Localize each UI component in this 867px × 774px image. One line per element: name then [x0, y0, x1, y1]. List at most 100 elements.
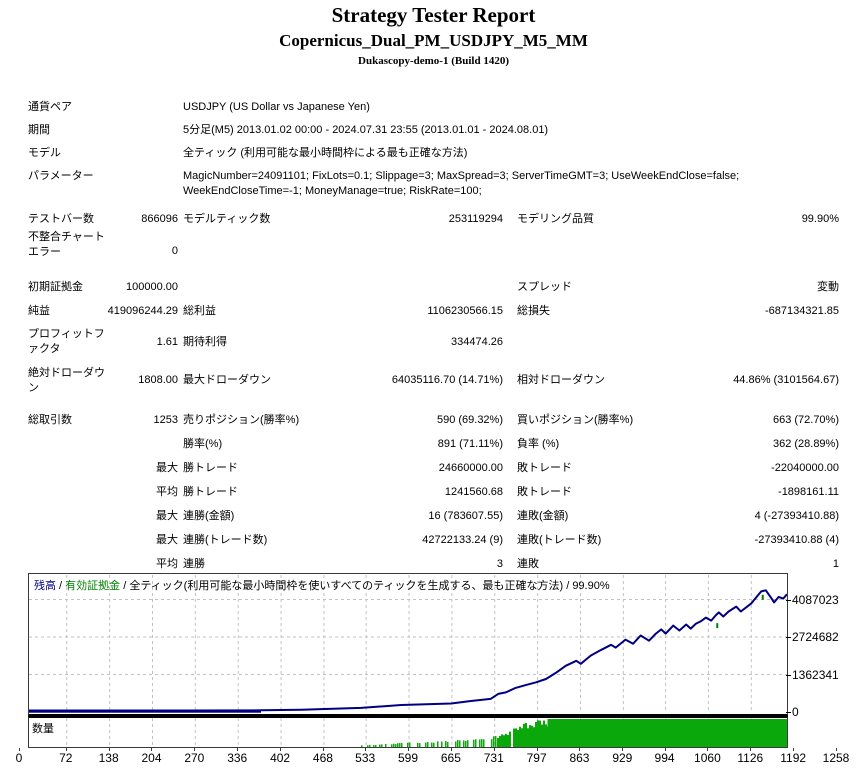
report-label: 総利益 [183, 305, 216, 317]
report-label: 全ティック (利用可能な最小時間枠による最も正確な方法) [183, 147, 468, 159]
table-row: 最大 勝トレード 24660000.00 敗トレード -22040000.00 [0, 461, 867, 481]
page-title: Strategy Tester Report [331, 3, 536, 27]
x-axis-label: 204 [141, 751, 162, 765]
report-label: 買いポジション(勝率%) [517, 414, 634, 426]
table-row: 最大 連勝(金額) 16 (783607.55) 連敗(金額) 4 (-27393410… [0, 509, 867, 529]
x-axis-tick [579, 748, 581, 751]
report-label: モデリング品質 [517, 213, 594, 225]
legend-model-label: 全ティック(利用可能な最小時間枠を使いすべてのティックを生成する、最も正確な方法… [129, 580, 564, 592]
report-value: 419096244.29 [107, 305, 178, 317]
report-label: 勝トレード [183, 462, 238, 474]
table-row: 平均 連勝 3 連敗 1 [0, 557, 867, 577]
x-axis-label: 0 [15, 751, 23, 765]
volume-chart: 数量 [28, 716, 788, 748]
x-axis-tick [194, 748, 196, 751]
x-axis-tick [322, 748, 324, 751]
report-value: 866096 [141, 213, 178, 225]
x-axis-tick [622, 748, 624, 751]
report-label: 初期証拠金 [28, 281, 83, 293]
report-value: 44.86% (3101564.67) [733, 374, 839, 386]
report-label: 通貨ペア [28, 101, 72, 113]
report-label: テストバー数 [28, 213, 94, 225]
legend-separator: / [120, 580, 130, 592]
table-row: テストバー数 866096 モデルティック数 253119294 モデリング品質 99.9… [0, 212, 867, 232]
report-value: 平均 [156, 486, 178, 498]
y-axis-label: 2724682 [792, 630, 839, 644]
report-label: 連敗(金額) [517, 510, 569, 522]
report-label: プロフィットファクタ [28, 328, 105, 355]
table-row: 純益 419096244.29 総利益 1106230566.15 総損失 -687134… [0, 304, 867, 324]
balance-curve-plot [29, 575, 787, 713]
volume-bars-plot [66, 718, 787, 747]
table-row: 期間 5分足(M5) 2013.01.02 00:00 - 2024.07.31 … [0, 123, 867, 143]
table-row: プロフィットファクタ 1.61 期待利得 334474.26 [0, 327, 867, 355]
table-row: 勝率(%) 891 (71.11%) 負率 (%) 362 (28.89%) [0, 437, 867, 457]
report-label: MagicNumber=24091101; FixLots=0.1; Slipp… [183, 170, 740, 197]
report-label: 売りポジション(勝率%) [183, 414, 300, 426]
legend-balance-label: 残高 [34, 580, 56, 592]
x-axis-label: 994 [654, 751, 675, 765]
report-label: モデルティック数 [183, 213, 271, 225]
y-axis-label: 4087023 [792, 592, 839, 607]
x-axis-label: 138 [98, 751, 119, 765]
report-label: スプレッド [517, 281, 572, 293]
server-build: Dukascopy-demo-1 (Build 1420) [358, 55, 509, 67]
ea-name: Copernicus_Dual_PM_USDJPY_M5_MM [279, 31, 588, 50]
x-axis-label: 929 [612, 751, 633, 765]
report-label: パラメーター [28, 170, 94, 182]
report-label: 5分足(M5) 2013.01.02 00:00 - 2024.07.31 23… [183, 124, 549, 136]
x-axis-tick [280, 748, 282, 751]
x-axis-tick [450, 748, 452, 751]
report-label: 連勝(トレード数) [183, 534, 268, 546]
report-label: 期間 [28, 124, 50, 136]
report-label: 連敗(トレード数) [517, 534, 602, 546]
chart-legend: 残高 / 有効証拠金 / 全ティック(利用可能な最小時間枠を使いすべてのティック… [34, 577, 610, 593]
legend-separator: / [563, 580, 573, 592]
report-label: 連勝(金額) [183, 510, 235, 522]
report-value: 99.90% [801, 213, 839, 225]
report-label: 総取引数 [28, 414, 72, 426]
report-label: 最大ドローダウン [183, 374, 271, 386]
report-table: 通貨ペア USDJPY (US Dollar vs Japanese Yen) 期間… [0, 101, 867, 570]
report-value: 1.61 [156, 336, 178, 348]
y-axis-tick [786, 599, 791, 601]
report-label: 不整合チャートエラー [28, 231, 105, 258]
x-axis-tick [408, 748, 410, 751]
report-value: -1898161.11 [778, 486, 839, 498]
x-axis-tick [151, 748, 153, 751]
report-label: 総損失 [517, 305, 550, 317]
report-value: 590 (69.32%) [436, 414, 503, 426]
report-label: USDJPY (US Dollar vs Japanese Yen) [183, 101, 370, 113]
report-value: 663 (72.70%) [772, 414, 839, 426]
report-label: 期待利得 [183, 336, 227, 348]
x-axis-label: 402 [270, 751, 291, 765]
report-value: 64035116.70 (14.71%) [391, 374, 503, 386]
x-axis-tick [493, 748, 495, 751]
x-axis-tick [65, 748, 67, 751]
report-label: 負率 (%) [517, 438, 560, 450]
legend-quality: 99.90% [572, 580, 610, 592]
report-value: 最大 [156, 462, 178, 474]
report-label: 連敗 [517, 558, 539, 570]
report-label: 勝トレード [183, 486, 238, 498]
x-axis-label: 1192 [780, 751, 807, 765]
x-axis-label: 1258 [822, 751, 850, 765]
table-row: 初期証拠金 100000.00 スプレッド 変動 [0, 280, 867, 300]
report-label: 絶対ドローダウン [28, 367, 105, 394]
x-axis-label: 863 [569, 751, 590, 765]
x-axis-label: 468 [312, 751, 333, 765]
report-value: -22040000.00 [771, 462, 839, 474]
report-value: 1808.00 [138, 374, 178, 386]
report-value: 1106230566.15 [427, 305, 503, 317]
x-axis-tick [19, 748, 20, 751]
report-value: 3 [496, 558, 503, 570]
report-value: 24660000.00 [438, 462, 503, 474]
report-label: 敗トレード [517, 486, 572, 498]
x-axis-tick [108, 748, 110, 751]
report-value: 0 [171, 245, 178, 257]
report-value: 4 (-27393410.88) [754, 510, 839, 522]
report-value: 891 (71.11%) [437, 438, 503, 450]
report-label: モデル [28, 147, 61, 159]
report-value: 最大 [156, 534, 178, 546]
y-axis-tick [786, 712, 791, 713]
